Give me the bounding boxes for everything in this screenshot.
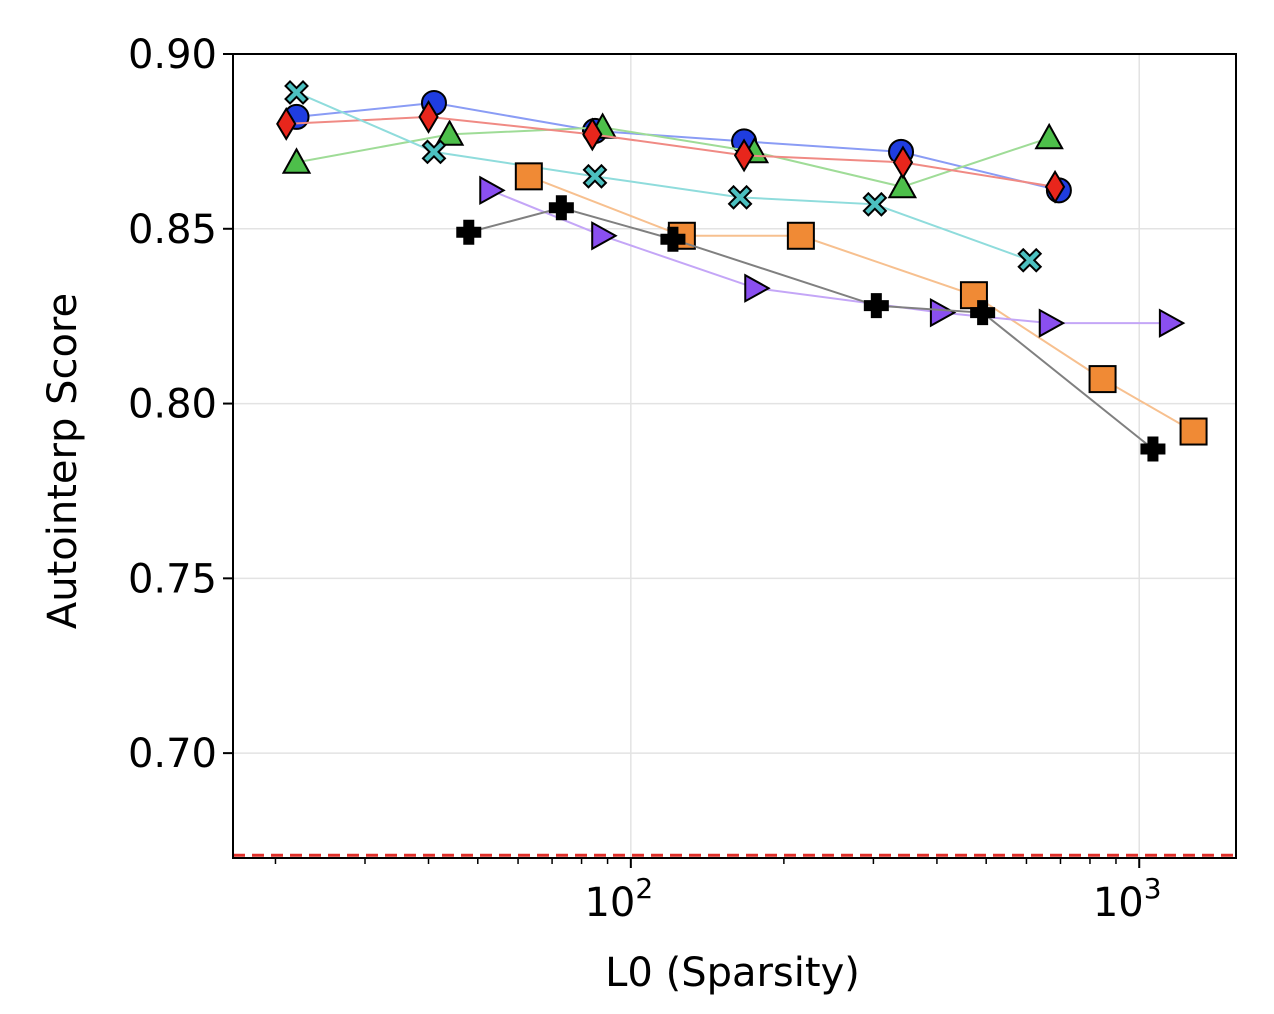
y-tick-label: 0.90 — [128, 32, 217, 78]
y-tick-label: 0.80 — [128, 382, 217, 428]
data-point — [1179, 417, 1208, 446]
series-5 — [479, 175, 1186, 338]
series-4 — [514, 162, 1208, 446]
y-tick-label: 0.85 — [128, 207, 217, 253]
series-line — [528, 175, 1195, 433]
data-point — [421, 139, 447, 165]
data-point — [284, 80, 309, 105]
series-line — [286, 115, 1056, 188]
data-point — [929, 297, 957, 328]
x-tick-label: 103 — [1093, 872, 1162, 926]
data-point — [1158, 308, 1186, 338]
series-line — [296, 126, 1050, 188]
x-tick-exponent: 2 — [635, 872, 653, 905]
data-point — [970, 300, 996, 326]
data-point — [862, 191, 888, 217]
data-point — [1034, 122, 1064, 150]
series-3 — [284, 80, 1043, 273]
data-point — [863, 293, 889, 319]
series-group — [276, 80, 1208, 462]
data-point — [548, 195, 574, 221]
grid-lines — [233, 53, 1236, 858]
x-tick-base: 10 — [584, 880, 635, 926]
series-2 — [276, 99, 1066, 204]
y-tick-label: 0.75 — [128, 556, 217, 602]
series-line — [490, 189, 1171, 325]
data-point — [281, 147, 312, 174]
data-point — [1044, 169, 1066, 204]
x-tick-exponent: 3 — [1144, 872, 1162, 905]
data-point — [727, 184, 753, 210]
x-axis-ticks: 102 103 — [584, 858, 1162, 926]
data-point — [479, 175, 506, 206]
x-tick-label: 102 — [584, 872, 653, 926]
x-axis-label: L0 (Sparsity) — [605, 950, 860, 996]
series-line — [296, 101, 1060, 192]
series-line — [296, 91, 1031, 262]
series-1 — [281, 112, 1064, 199]
data-point — [434, 119, 465, 146]
series-line — [468, 206, 1154, 450]
y-axis-label: Autointerp Score — [40, 293, 86, 629]
data-point — [276, 106, 297, 141]
x-tick-base: 10 — [1093, 880, 1144, 926]
data-point — [733, 138, 755, 173]
plot-frame — [232, 53, 1237, 859]
data-point — [582, 163, 608, 189]
data-point — [418, 99, 439, 134]
data-point — [456, 219, 482, 245]
data-point — [1038, 308, 1066, 338]
data-point — [887, 171, 918, 199]
data-point — [1088, 365, 1117, 394]
data-point — [786, 221, 815, 250]
data-point — [582, 117, 603, 152]
y-tick-label: 0.70 — [128, 731, 217, 777]
data-point — [892, 145, 914, 180]
data-point — [744, 273, 771, 303]
y-axis-ticks: 0.70 0.75 0.80 0.85 0.90 — [128, 32, 233, 777]
series-6 — [456, 195, 1166, 462]
data-point — [591, 221, 618, 251]
data-point — [514, 162, 543, 191]
data-point — [660, 226, 686, 252]
data-point — [1140, 436, 1166, 462]
data-point — [1017, 247, 1043, 273]
